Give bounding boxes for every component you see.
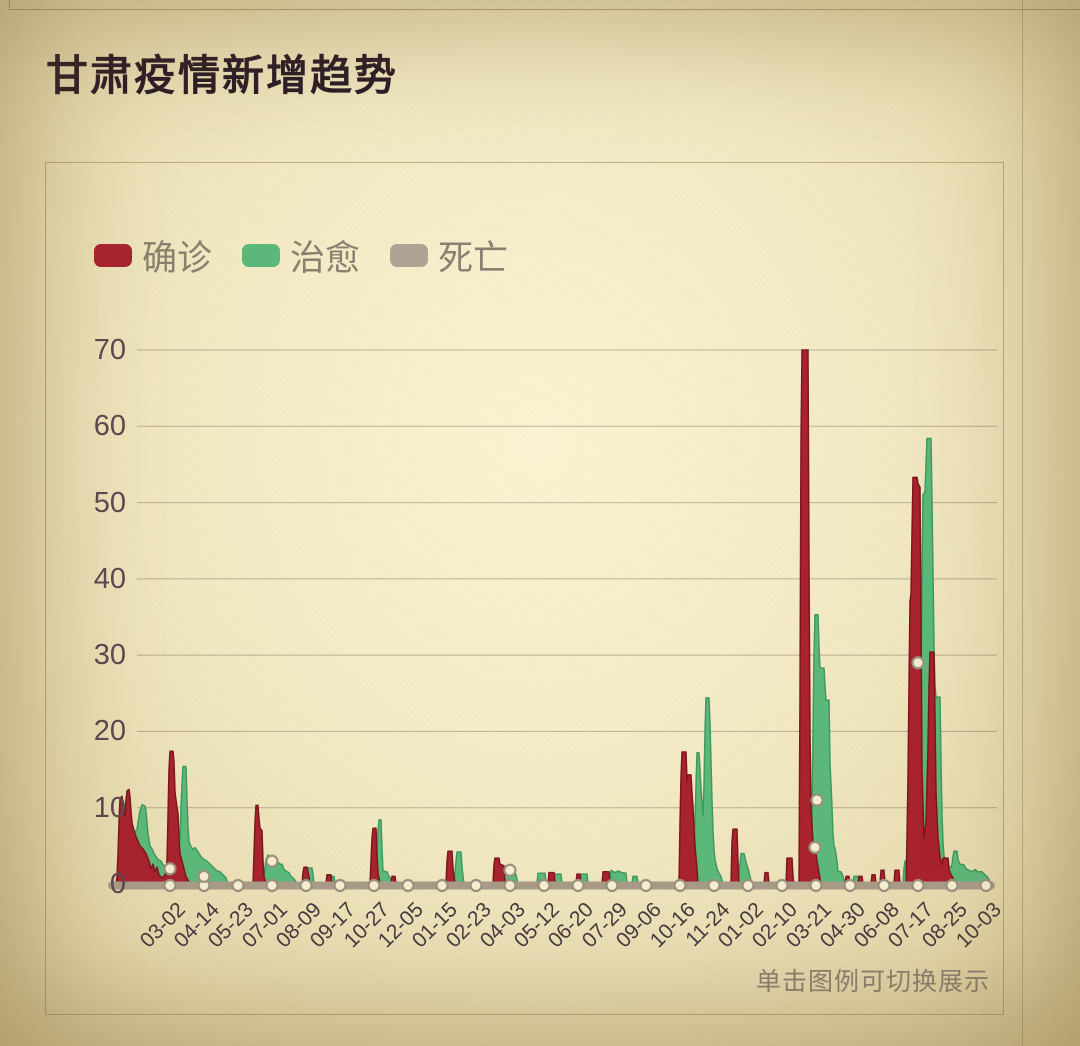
top-border-line xyxy=(9,9,1080,10)
tick-marker xyxy=(537,878,551,893)
tick-marker xyxy=(809,878,823,893)
legend-label-death: 死亡 xyxy=(438,239,509,278)
y-axis-label-20: 20 xyxy=(93,715,126,748)
data-point-marker xyxy=(503,863,517,877)
legend-label-cured: 治愈 xyxy=(290,239,361,278)
chart-legend: 确诊 治愈 死亡 xyxy=(94,230,508,281)
tick-marker xyxy=(741,878,755,893)
tick-marker xyxy=(333,878,347,893)
tick-marker xyxy=(265,878,279,893)
y-axis-label-70: 70 xyxy=(93,334,126,366)
y-axis-label-30: 30 xyxy=(93,639,126,672)
tick-marker xyxy=(775,878,789,893)
legend-label-confirmed: 确诊 xyxy=(142,239,213,278)
tick-marker xyxy=(299,878,313,893)
y-axis-label-60: 60 xyxy=(93,410,126,443)
left-border-line xyxy=(9,0,10,10)
death-swatch-icon xyxy=(390,244,429,267)
cured-area xyxy=(123,437,992,885)
tick-marker xyxy=(605,878,619,893)
confirmed-swatch-icon xyxy=(94,244,132,267)
y-axis-label-50: 50 xyxy=(93,486,126,519)
page-title: 甘肃疫情新增趋势 xyxy=(46,52,399,99)
tick-marker xyxy=(435,878,449,893)
data-point-marker xyxy=(197,869,211,883)
tick-marker xyxy=(503,878,517,893)
legend-item-death[interactable]: 死亡 xyxy=(390,230,508,281)
y-axis-label-10: 10 xyxy=(93,791,126,824)
legend-hint-note: 单击图例可切换展示 xyxy=(755,968,990,996)
cured-swatch-icon xyxy=(242,244,281,267)
legend-item-confirmed[interactable]: 确诊 xyxy=(94,230,212,281)
data-point-marker xyxy=(265,854,279,868)
right-border-line xyxy=(1022,0,1023,1046)
confirmed-area xyxy=(112,349,957,885)
data-point-marker xyxy=(808,840,822,854)
data-point-marker xyxy=(911,656,925,670)
data-point-marker xyxy=(810,793,824,807)
tick-marker xyxy=(673,878,687,893)
tick-marker xyxy=(469,878,483,893)
tick-marker xyxy=(707,878,721,893)
data-point-marker xyxy=(163,862,177,876)
tick-marker xyxy=(911,878,925,893)
legend-item-cured[interactable]: 治愈 xyxy=(242,230,360,281)
tick-marker xyxy=(877,878,891,893)
tick-marker xyxy=(231,878,245,893)
tick-marker xyxy=(571,878,585,893)
tick-marker xyxy=(843,878,857,893)
tick-marker xyxy=(163,878,177,893)
tick-marker xyxy=(639,878,653,893)
tick-marker xyxy=(367,878,381,893)
tick-marker xyxy=(945,878,959,893)
tick-marker xyxy=(401,878,415,893)
chart-card xyxy=(45,162,1004,1015)
tick-marker xyxy=(979,878,993,893)
y-axis-label-0: 0 xyxy=(109,868,126,900)
y-axis-label-40: 40 xyxy=(93,562,126,595)
